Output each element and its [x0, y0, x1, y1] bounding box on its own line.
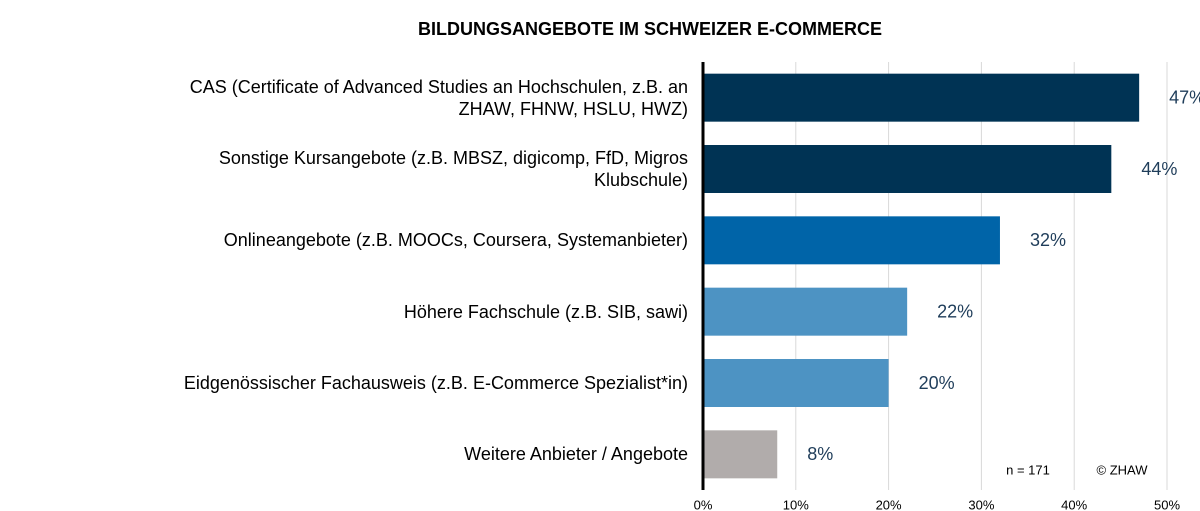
y-tick-label: Sonstige Kursangebote (z.B. MBSZ, digico…: [218, 148, 688, 190]
value-label: 8%: [807, 444, 833, 464]
annotation: © ZHAW: [1097, 462, 1149, 477]
x-tick-label: 20%: [876, 497, 902, 511]
bar: [703, 287, 908, 336]
annotation: n = 171: [1006, 462, 1050, 477]
value-label: 32%: [1030, 230, 1066, 250]
y-tick-label: CAS (Certificate of Advanced Studies an …: [189, 76, 688, 119]
value-label: 20%: [919, 373, 955, 393]
value-label: 47%: [1169, 87, 1200, 107]
bar: [703, 216, 1000, 265]
x-tick-label: 30%: [968, 497, 994, 511]
bar: [703, 430, 778, 479]
y-tick-label: Eidgenössischer Fachausweis (z.B. E-Comm…: [183, 373, 688, 393]
y-tick-label: Höhere Fachschule (z.B. SIB, sawi): [403, 301, 688, 322]
y-tick-label: Weitere Anbieter / Angebote: [464, 444, 688, 465]
value-label: 22%: [937, 301, 973, 321]
bar: [703, 73, 1140, 122]
bar: [703, 145, 1112, 193]
bar: [703, 359, 889, 407]
y-tick-label: Onlineangebote (z.B. MOOCs, Coursera, Sy…: [223, 230, 688, 251]
value-label: 44%: [1141, 159, 1177, 179]
x-tick-label: 40%: [1061, 497, 1087, 511]
chart-title: BILDUNGSANGEBOTE IM SCHWEIZER E-COMMERCE: [418, 19, 882, 39]
x-tick-label: 0%: [694, 497, 713, 511]
x-tick-label: 10%: [783, 497, 809, 511]
x-tick-label: 50%: [1154, 497, 1180, 511]
